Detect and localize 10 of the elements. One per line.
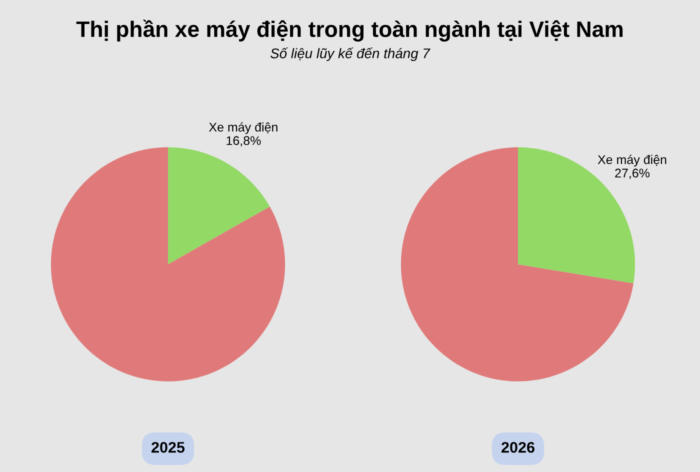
text: Số liệu lũy kế đến tháng 7 — [270, 48, 430, 62]
pie-slice — [50, 147, 286, 382]
data-label: 16,8% — [226, 136, 261, 147]
data-label: 27,6% — [615, 168, 650, 180]
text: 2025 — [152, 442, 185, 453]
slice-label: Xe máy điện — [209, 122, 278, 134]
slice-label: Xe máy điện — [598, 154, 666, 167]
pie-slice — [168, 147, 270, 264]
text: 2026 — [502, 442, 534, 453]
text: Thị phần xe máy điện trong toàn ngành tại Việt Nam — [76, 20, 623, 42]
